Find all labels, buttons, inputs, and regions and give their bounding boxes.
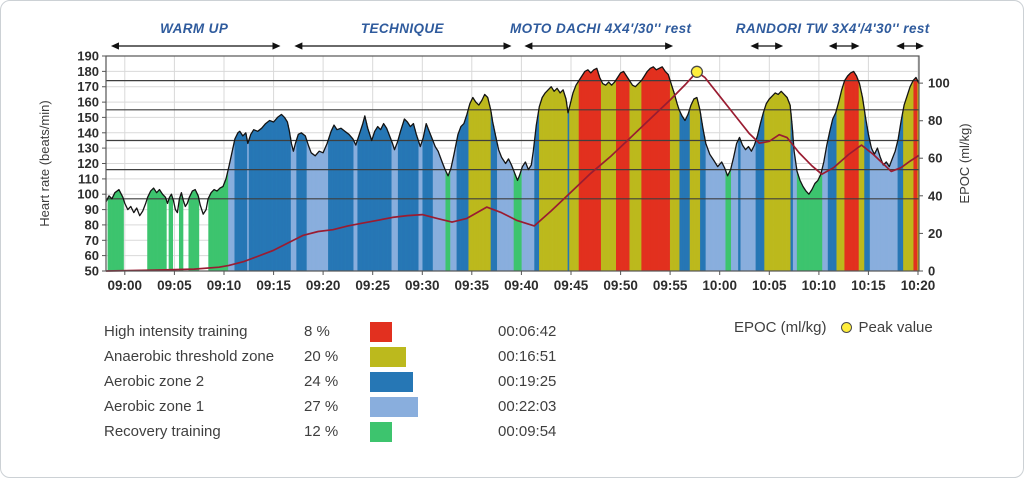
y-tick-label: 180 xyxy=(77,64,99,79)
arrow-head-left xyxy=(110,42,119,50)
arrow-head-left xyxy=(524,42,533,50)
zone-duration: 00:22:03 xyxy=(498,398,557,415)
epoc-tick-label: 60 xyxy=(928,151,942,166)
summary-row: Aerobic zone 1 27 % 00:22:03 xyxy=(104,394,588,419)
y-tick-label: 150 xyxy=(77,110,99,125)
epoc-tick-label: 0 xyxy=(928,264,935,279)
zone-bar-cell xyxy=(370,396,498,417)
epoc-tick-label: 20 xyxy=(928,226,942,241)
phase-annotations: WARM UP TECHNIQUE MOTO DACHI 4X4'/30'' res… xyxy=(110,21,930,50)
epoc-tick-label: 80 xyxy=(928,113,942,128)
zone-name: Recovery training xyxy=(104,423,221,440)
arrow-head-left xyxy=(294,42,303,50)
y-tick-label: 130 xyxy=(77,141,99,156)
phase-label: WARM UP xyxy=(160,21,229,36)
zone-name: Aerobic zone 1 xyxy=(104,398,205,415)
phase-label: RANDORI TW 3X4'/4'30'' rest xyxy=(736,21,930,36)
y-tick-label: 50 xyxy=(85,264,99,279)
zone-bar-cell xyxy=(370,371,498,392)
zone-bar-cell xyxy=(370,321,498,342)
heart-rate-line xyxy=(105,66,920,217)
x-tick-label: 10:00 xyxy=(702,278,737,293)
y-tick-label: 190 xyxy=(77,49,99,64)
x-tick-label: 09:50 xyxy=(603,278,638,293)
x-tick-label: 09:55 xyxy=(653,278,688,293)
summary-row: Anaerobic threshold zone 20 % 00:16:51 xyxy=(104,344,588,369)
summary-row: Recovery training 12 % 00:09:54 xyxy=(104,419,588,444)
y-tick-label: 120 xyxy=(77,156,99,171)
zone-color-bar xyxy=(370,321,392,342)
arrow-head-left xyxy=(896,42,905,50)
summary-row: High intensity training 8 % 00:06:42 xyxy=(104,319,588,344)
y-tick-label: 100 xyxy=(77,187,99,202)
zone-boundary-lines xyxy=(106,79,919,200)
zone-percent: 8 % xyxy=(304,323,330,340)
x-tick-label: 10:10 xyxy=(802,278,837,293)
zone-color-bar xyxy=(370,371,413,392)
y-tick-label: 170 xyxy=(77,79,99,94)
y-tick-label: 70 xyxy=(85,233,99,248)
tick-marks xyxy=(102,55,923,275)
x-tick-label: 09:30 xyxy=(405,278,440,293)
training-zone-summary: High intensity training 8 % 00:06:42 Anaero… xyxy=(104,319,588,444)
x-tick-label: 09:45 xyxy=(554,278,589,293)
zone-duration: 00:16:51 xyxy=(498,348,557,365)
x-tick-label: 10:20 xyxy=(901,278,936,293)
x-tick-label: 10:15 xyxy=(851,278,886,293)
x-tick-label: 09:35 xyxy=(455,278,490,293)
arrow-head-left xyxy=(750,42,759,50)
x-tick-label: 09:15 xyxy=(256,278,291,293)
y-tick-label: 140 xyxy=(77,125,99,140)
y-tick-label: 80 xyxy=(85,217,99,232)
y-tick-label: 160 xyxy=(77,95,99,110)
zone-color-bar xyxy=(370,421,392,442)
epoc-line xyxy=(105,70,920,272)
y-tick-label: 90 xyxy=(85,202,99,217)
epoc-legend-label: EPOC (ml/kg) xyxy=(734,319,827,336)
arrow-head-right xyxy=(665,42,674,50)
y-tick-label: 110 xyxy=(78,171,99,186)
zone-percent: 24 % xyxy=(304,373,339,390)
arrow-head-right xyxy=(503,42,512,50)
zone-duration: 00:06:42 xyxy=(498,323,557,340)
peak-value-icon xyxy=(840,322,852,333)
zone-bar-cell xyxy=(370,421,498,442)
x-tick-label: 09:10 xyxy=(207,278,242,293)
x-tick-label: 09:05 xyxy=(157,278,192,293)
arrow-head-right xyxy=(851,42,860,50)
peak-value-marker xyxy=(690,65,704,78)
phase-label: MOTO DACHI 4X4'/30'' rest xyxy=(510,21,692,36)
arrow-head-right xyxy=(272,42,281,50)
summary-row: Aerobic zone 2 24 % 00:19:25 xyxy=(104,369,588,394)
zone-name: Anaerobic threshold zone xyxy=(104,348,275,365)
left-axis-title: Heart rate (beats/min) xyxy=(37,100,52,226)
arrow-head-right xyxy=(915,42,924,50)
zone-name: Aerobic zone 2 xyxy=(104,373,205,390)
zone-percent: 12 % xyxy=(304,423,339,440)
y-tick-label: 60 xyxy=(85,248,99,263)
x-tick-label: 09:40 xyxy=(504,278,539,293)
x-tick-label: 09:25 xyxy=(355,278,390,293)
arrow-head-right xyxy=(775,42,784,50)
arrow-head-left xyxy=(828,42,837,50)
zone-color-bar xyxy=(370,346,406,367)
zone-percent: 20 % xyxy=(304,348,339,365)
x-tick-label: 09:00 xyxy=(108,278,143,293)
epoc-legend: EPOC (ml/kg) Peak value xyxy=(734,319,933,336)
zone-color-bar xyxy=(370,396,418,417)
hr-epoc-chart: 09:00 09:05 09:10 09:15 09:20 09:25 09:30 09:35… xyxy=(37,21,972,293)
right-axis-title: EPOC (ml/kg) xyxy=(957,123,972,203)
x-tick-label: 10:05 xyxy=(752,278,787,293)
peak-value-label: Peak value xyxy=(858,319,933,336)
zone-duration: 00:09:54 xyxy=(498,423,557,440)
phase-label: TECHNIQUE xyxy=(361,21,445,36)
epoc-tick-label: 100 xyxy=(928,76,950,91)
epoc-tick-label: 40 xyxy=(928,188,942,203)
zone-name: High intensity training xyxy=(104,323,248,340)
zone-duration: 00:19:25 xyxy=(498,373,557,390)
zone-percent: 27 % xyxy=(304,398,339,415)
x-tick-label: 09:20 xyxy=(306,278,341,293)
zone-bar-cell xyxy=(370,346,498,367)
